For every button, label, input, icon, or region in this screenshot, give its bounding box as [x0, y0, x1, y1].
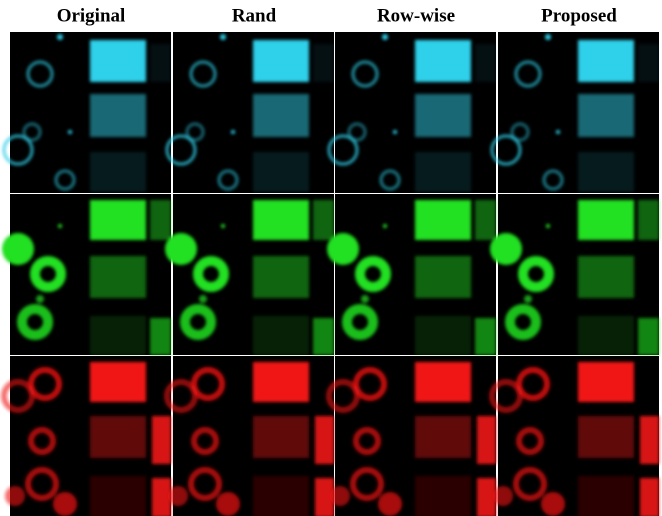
image-tile: [167, 32, 334, 193]
column-header: Original: [57, 5, 126, 26]
image-grid: [2, 32, 659, 516]
figure: Original Rand Row-wise Proposed: [0, 0, 662, 516]
image-tile: [2, 194, 171, 355]
image-tile: [490, 194, 659, 355]
image-tile: [4, 356, 171, 516]
page: Original Rand Row-wise Proposed (() => {…: [0, 0, 662, 516]
column-header: Rand: [232, 5, 277, 26]
column-header: Row-wise: [377, 5, 455, 26]
image-tile: [327, 194, 496, 355]
image-tile: [329, 32, 496, 193]
image-tile: [4, 32, 171, 193]
image-tile: [167, 356, 334, 516]
image-tile: [492, 356, 659, 516]
column-header: Proposed: [541, 5, 617, 26]
image-tile: [492, 32, 659, 193]
image-tile: [165, 194, 334, 355]
image-tile: [329, 356, 496, 516]
